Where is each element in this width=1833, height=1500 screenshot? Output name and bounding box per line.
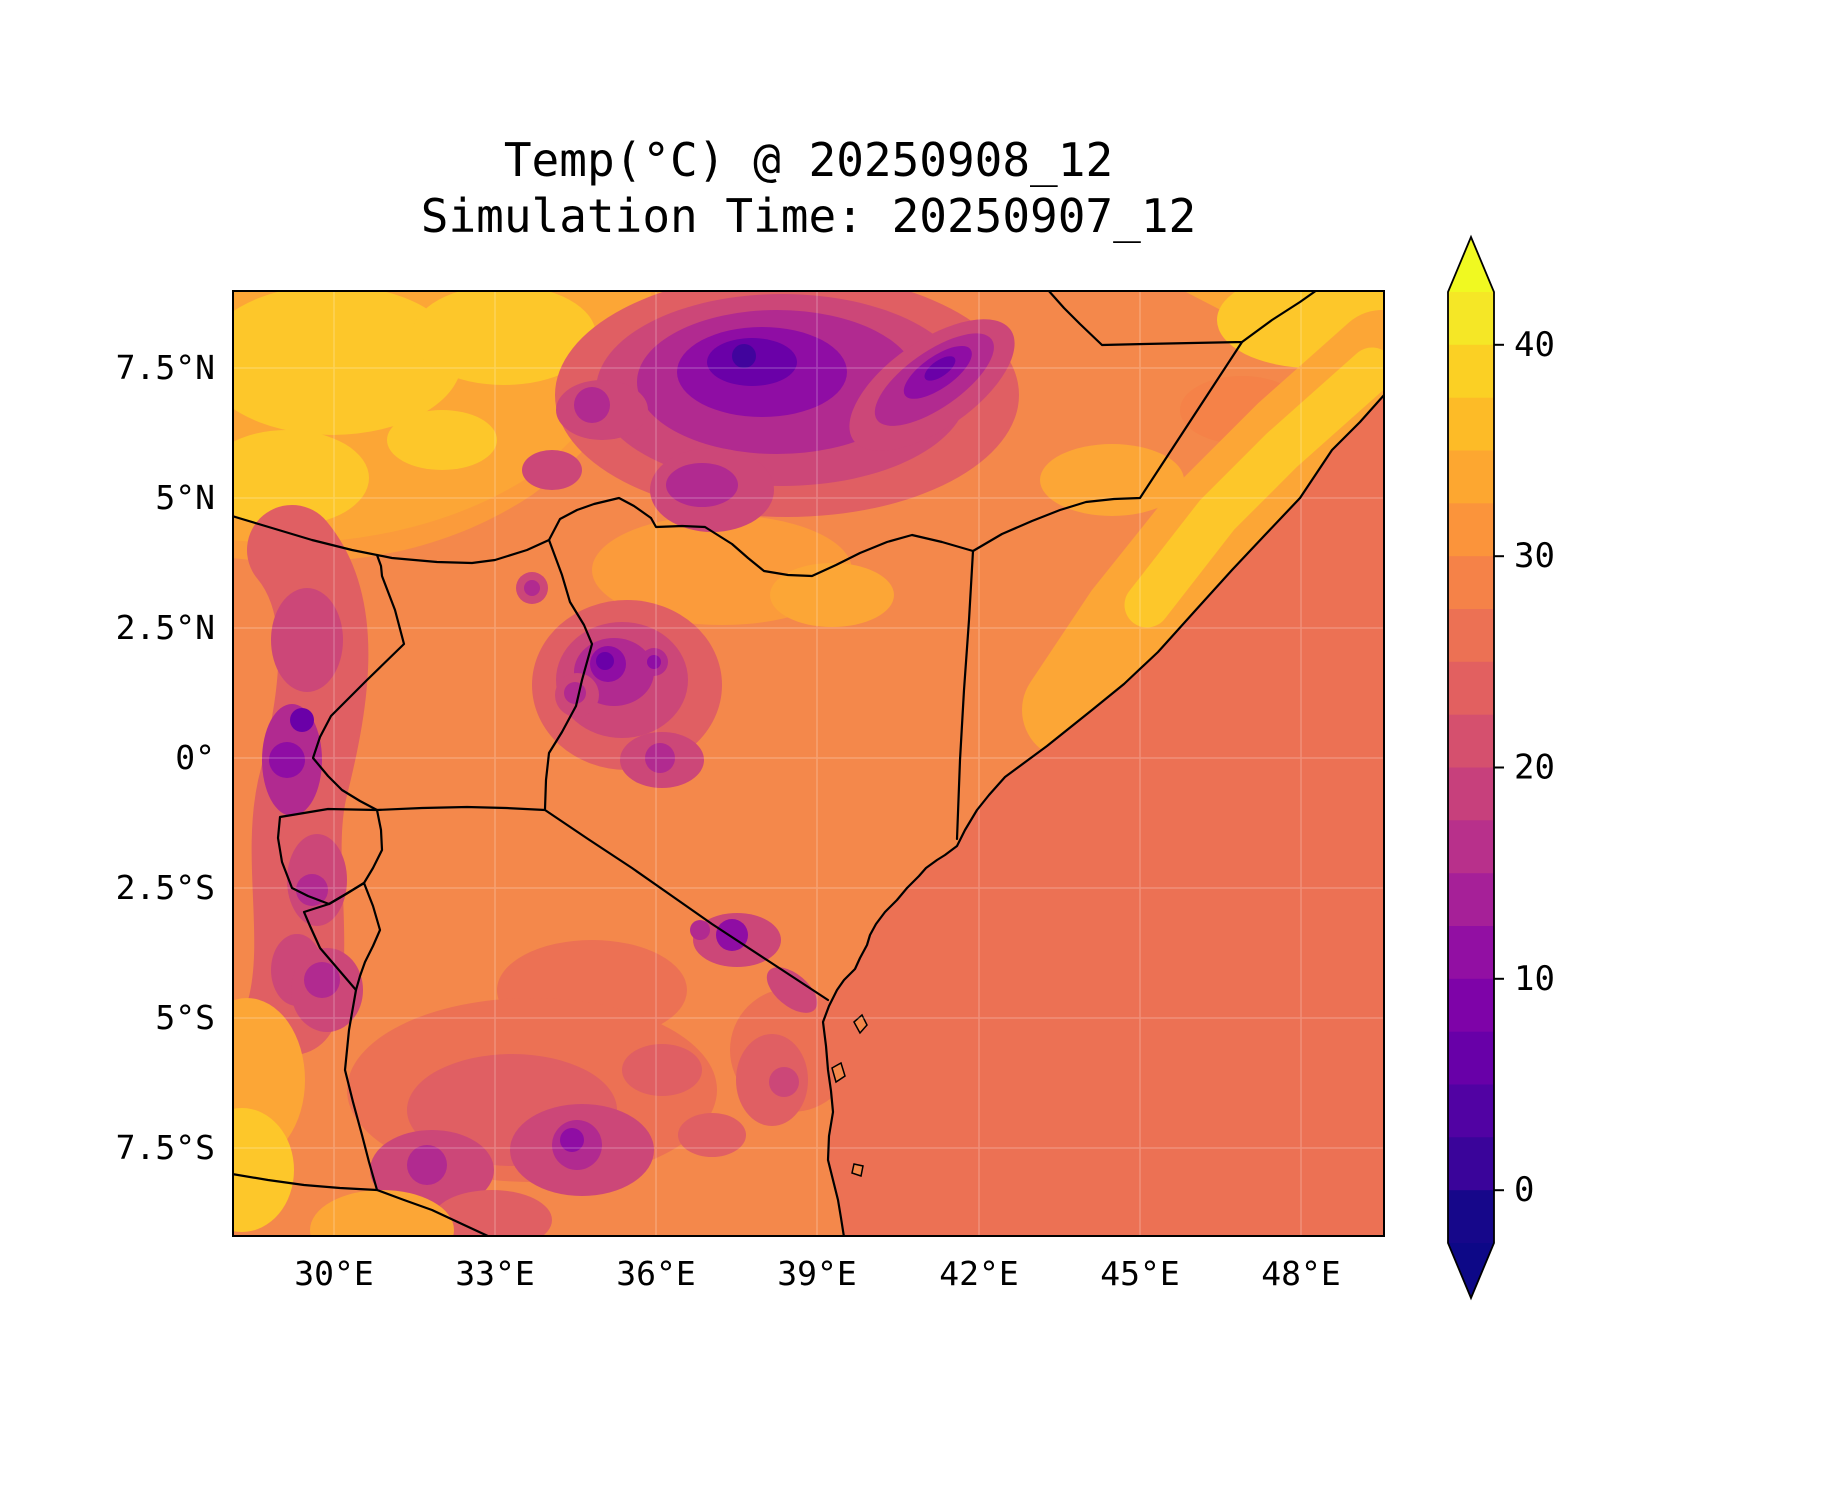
temperature-field bbox=[232, 290, 1385, 1237]
colorbar-band bbox=[1448, 450, 1494, 504]
colorbar-band bbox=[1448, 714, 1494, 769]
colorbar-band bbox=[1448, 292, 1494, 346]
islands bbox=[831, 1013, 868, 1177]
colorbar-tick-label-30: 30 bbox=[1514, 536, 1555, 576]
country-borders bbox=[232, 290, 1319, 1237]
colorbar-band bbox=[1448, 820, 1494, 874]
plot-frame bbox=[232, 290, 1385, 1237]
colorbar: 40 30 20 10 0 bbox=[1447, 234, 1555, 1301]
x-tick-label-30e: 30°E bbox=[294, 1254, 374, 1293]
colorbar-tick-label-40: 40 bbox=[1514, 325, 1555, 365]
sea-region bbox=[823, 394, 1385, 1237]
plot-title-line1: Temp(°C) @ 20250908_12 bbox=[503, 133, 1114, 187]
y-tick-label-7p5n: 7.5°N bbox=[115, 348, 215, 387]
colorbar-band bbox=[1448, 978, 1494, 1033]
y-tick-label-2p5n: 2.5°N bbox=[115, 608, 215, 647]
y-tick-label-5n: 5°N bbox=[155, 478, 215, 517]
colorbar-band bbox=[1448, 767, 1494, 821]
colorbar-bands bbox=[1448, 292, 1494, 1243]
temperature-map bbox=[232, 290, 1385, 1237]
y-tick-label-2p5s: 2.5°S bbox=[115, 868, 215, 907]
colorbar-arrow-top bbox=[1448, 238, 1494, 293]
gridlines bbox=[232, 290, 1385, 1237]
colorbar-outline bbox=[1447, 234, 1495, 1301]
x-tick-label-33e: 33°E bbox=[455, 1254, 535, 1293]
colorbar-band bbox=[1448, 661, 1494, 716]
colorbar-band bbox=[1448, 1190, 1494, 1243]
colorbar-band bbox=[1448, 926, 1494, 980]
colorbar-tick-label-10: 10 bbox=[1514, 959, 1555, 999]
y-tick-label-0: 0° bbox=[175, 738, 215, 777]
colorbar-tick-marks bbox=[1494, 343, 1504, 1192]
y-tick-label-7p5s: 7.5°S bbox=[115, 1128, 215, 1167]
x-tick-label-36e: 36°E bbox=[616, 1254, 696, 1293]
colorbar-tick-label-0: 0 bbox=[1514, 1170, 1534, 1210]
colorbar-band bbox=[1448, 344, 1494, 399]
colorbar-arrow-bottom bbox=[1448, 1242, 1494, 1297]
coastline bbox=[821, 392, 1385, 1237]
x-tick-label-48e: 48°E bbox=[1261, 1254, 1341, 1293]
x-tick-label-45e: 45°E bbox=[1100, 1254, 1180, 1293]
colorbar-band bbox=[1448, 1084, 1494, 1138]
colorbar-band bbox=[1448, 397, 1494, 452]
x-tick-label-42e: 42°E bbox=[939, 1254, 1019, 1293]
x-tick-label-39e: 39°E bbox=[777, 1254, 857, 1293]
colorbar-band bbox=[1448, 503, 1494, 557]
colorbar-band bbox=[1448, 609, 1494, 663]
map-panel bbox=[232, 290, 1385, 1237]
y-tick-label-5s: 5°S bbox=[155, 998, 215, 1037]
colorbar-band bbox=[1448, 1137, 1494, 1191]
plot-title-line2: Simulation Time: 20250907_12 bbox=[420, 189, 1197, 243]
colorbar-band bbox=[1448, 1031, 1494, 1086]
colorbar-band bbox=[1448, 556, 1494, 610]
colorbar-band bbox=[1448, 873, 1494, 927]
plot-title: Temp(°C) @ 20250908_12 Simulation Time: … bbox=[232, 132, 1385, 244]
colorbar-tick-label-20: 20 bbox=[1514, 748, 1555, 788]
